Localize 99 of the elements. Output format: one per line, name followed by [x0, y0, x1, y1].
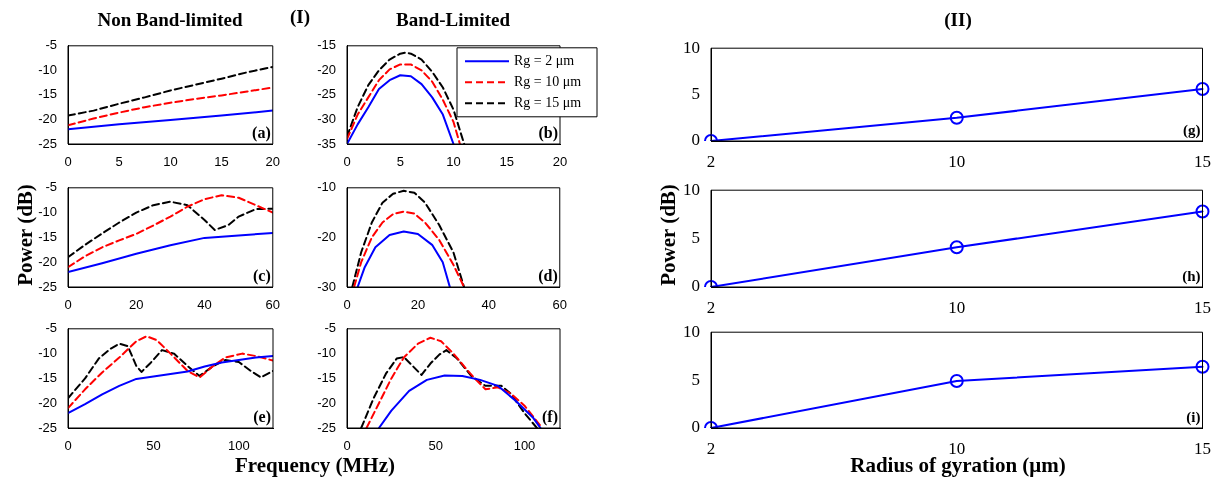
- x-tick-label: 40: [197, 297, 212, 313]
- annotation: (i): [1186, 409, 1201, 427]
- y-tick-label: -15: [38, 228, 57, 244]
- x-tick-label: 0: [343, 297, 351, 313]
- x-tick-label: 10: [948, 151, 966, 171]
- y-tick-label: -20: [317, 228, 336, 244]
- x-tick-label: 2: [706, 438, 716, 458]
- y-tick-label: -5: [45, 179, 57, 195]
- y-tick-label: -25: [317, 86, 336, 102]
- legend-label: Rg = 10 μm: [514, 73, 582, 89]
- y-axis-title: Power (dB): [12, 184, 38, 286]
- point: [949, 240, 964, 255]
- y-tick-label: -25: [317, 419, 336, 435]
- y-tick-label: -15: [38, 369, 57, 385]
- point: [949, 374, 964, 389]
- y-tick-label: -10: [38, 61, 57, 77]
- y-tick-label: -5: [324, 320, 336, 336]
- x-tick-label: 2: [706, 151, 716, 171]
- x-tick-label: 5: [115, 154, 123, 170]
- x-tick-label: 0: [64, 297, 72, 313]
- x-tick-label: 100: [513, 438, 536, 454]
- annotation: (d): [538, 267, 558, 286]
- y-axis-title: Power (dB): [655, 184, 681, 286]
- annotation: (a): [252, 124, 271, 143]
- x-tick-label: 50: [146, 438, 161, 454]
- y-tick-label: -35: [317, 135, 336, 151]
- y-tick-label: 10: [683, 179, 700, 199]
- x-tick-label: 40: [481, 297, 497, 313]
- x-tick-label: 20: [410, 297, 426, 313]
- y-tick-label: -15: [38, 86, 57, 102]
- y-tick-label: -15: [317, 369, 336, 385]
- x-tick-label: 20: [129, 297, 144, 313]
- text: (I): [289, 6, 311, 28]
- point: [1195, 204, 1210, 219]
- x-tick-label: 5: [396, 154, 404, 170]
- x-tick-label: 50: [428, 438, 443, 454]
- y-tick-label: -30: [317, 278, 336, 294]
- x-tick-label: 10: [948, 438, 966, 458]
- y-tick-label: -15: [317, 37, 336, 53]
- x-tick-label: 2: [706, 297, 716, 317]
- annotation: (h): [1182, 268, 1201, 286]
- y-tick-label: 0: [691, 417, 700, 437]
- x-tick-label: 15: [499, 154, 514, 170]
- y-tick-label: 5: [691, 228, 700, 248]
- x-tick-label: 20: [552, 154, 568, 170]
- y-tick-label: -20: [38, 394, 57, 410]
- y-tick-label: -5: [45, 37, 57, 53]
- chart-title: (II): [944, 9, 972, 31]
- y-tick-label: -10: [317, 179, 336, 195]
- x-tick-label: 100: [227, 438, 250, 454]
- x-tick-label: 15: [1194, 438, 1211, 458]
- y-tick-label: -10: [38, 345, 57, 361]
- x-tick-label: 0: [343, 154, 351, 170]
- y-tick-label: 0: [691, 130, 700, 150]
- line-series: [347, 63, 461, 144]
- chart-title: Band-Limited: [395, 9, 511, 31]
- y-tick-label: -25: [38, 135, 57, 151]
- annotation: (f): [542, 408, 558, 427]
- y-tick-label: -20: [38, 111, 57, 127]
- x-tick-label: 10: [446, 154, 461, 170]
- x-tick-label: 15: [1194, 297, 1211, 317]
- point: [1195, 359, 1210, 374]
- x-axis-title: Frequency (MHz): [235, 452, 395, 478]
- y-tick-label: 10: [683, 37, 700, 57]
- y-tick-label: -5: [45, 320, 57, 336]
- y-tick-label: 10: [683, 321, 700, 341]
- y-tick-label: -10: [38, 204, 57, 220]
- y-tick-label: -25: [38, 419, 57, 435]
- y-tick-label: -20: [317, 394, 336, 410]
- x-tick-label: 0: [64, 154, 72, 170]
- x-tick-label: 15: [214, 154, 229, 170]
- x-tick-label: 0: [343, 438, 351, 454]
- y-tick-label: 5: [691, 84, 700, 104]
- y-tick-label: -20: [38, 253, 57, 269]
- chart-title: Non Band-limited: [97, 9, 243, 31]
- y-tick-label: -10: [317, 345, 336, 361]
- x-tick-label: 20: [265, 154, 280, 170]
- line-series: [353, 210, 466, 287]
- x-tick-label: 0: [64, 438, 72, 454]
- line-series: [68, 194, 273, 269]
- line-series: [68, 335, 273, 410]
- legend-label: Rg = 15 μm: [514, 94, 582, 110]
- annotation: (e): [253, 408, 271, 427]
- x-tick-label: 10: [163, 154, 178, 170]
- y-tick-label: -20: [317, 61, 336, 77]
- x-tick-label: 10: [948, 297, 966, 317]
- y-tick-label: 0: [691, 276, 700, 296]
- annotation: (b): [538, 124, 558, 143]
- annotation: (c): [253, 267, 271, 286]
- line-series: [68, 86, 273, 127]
- x-tick-label: 15: [1194, 151, 1211, 171]
- annotation: (g): [1183, 122, 1201, 140]
- y-tick-label: -25: [38, 278, 57, 294]
- legend-label: Rg = 2 μm: [514, 52, 575, 68]
- y-tick-label: 5: [691, 369, 700, 389]
- y-tick-label: -30: [317, 111, 336, 127]
- x-tick-label: 60: [552, 297, 567, 313]
- x-tick-label: 60: [265, 297, 280, 313]
- line-series: [365, 336, 544, 428]
